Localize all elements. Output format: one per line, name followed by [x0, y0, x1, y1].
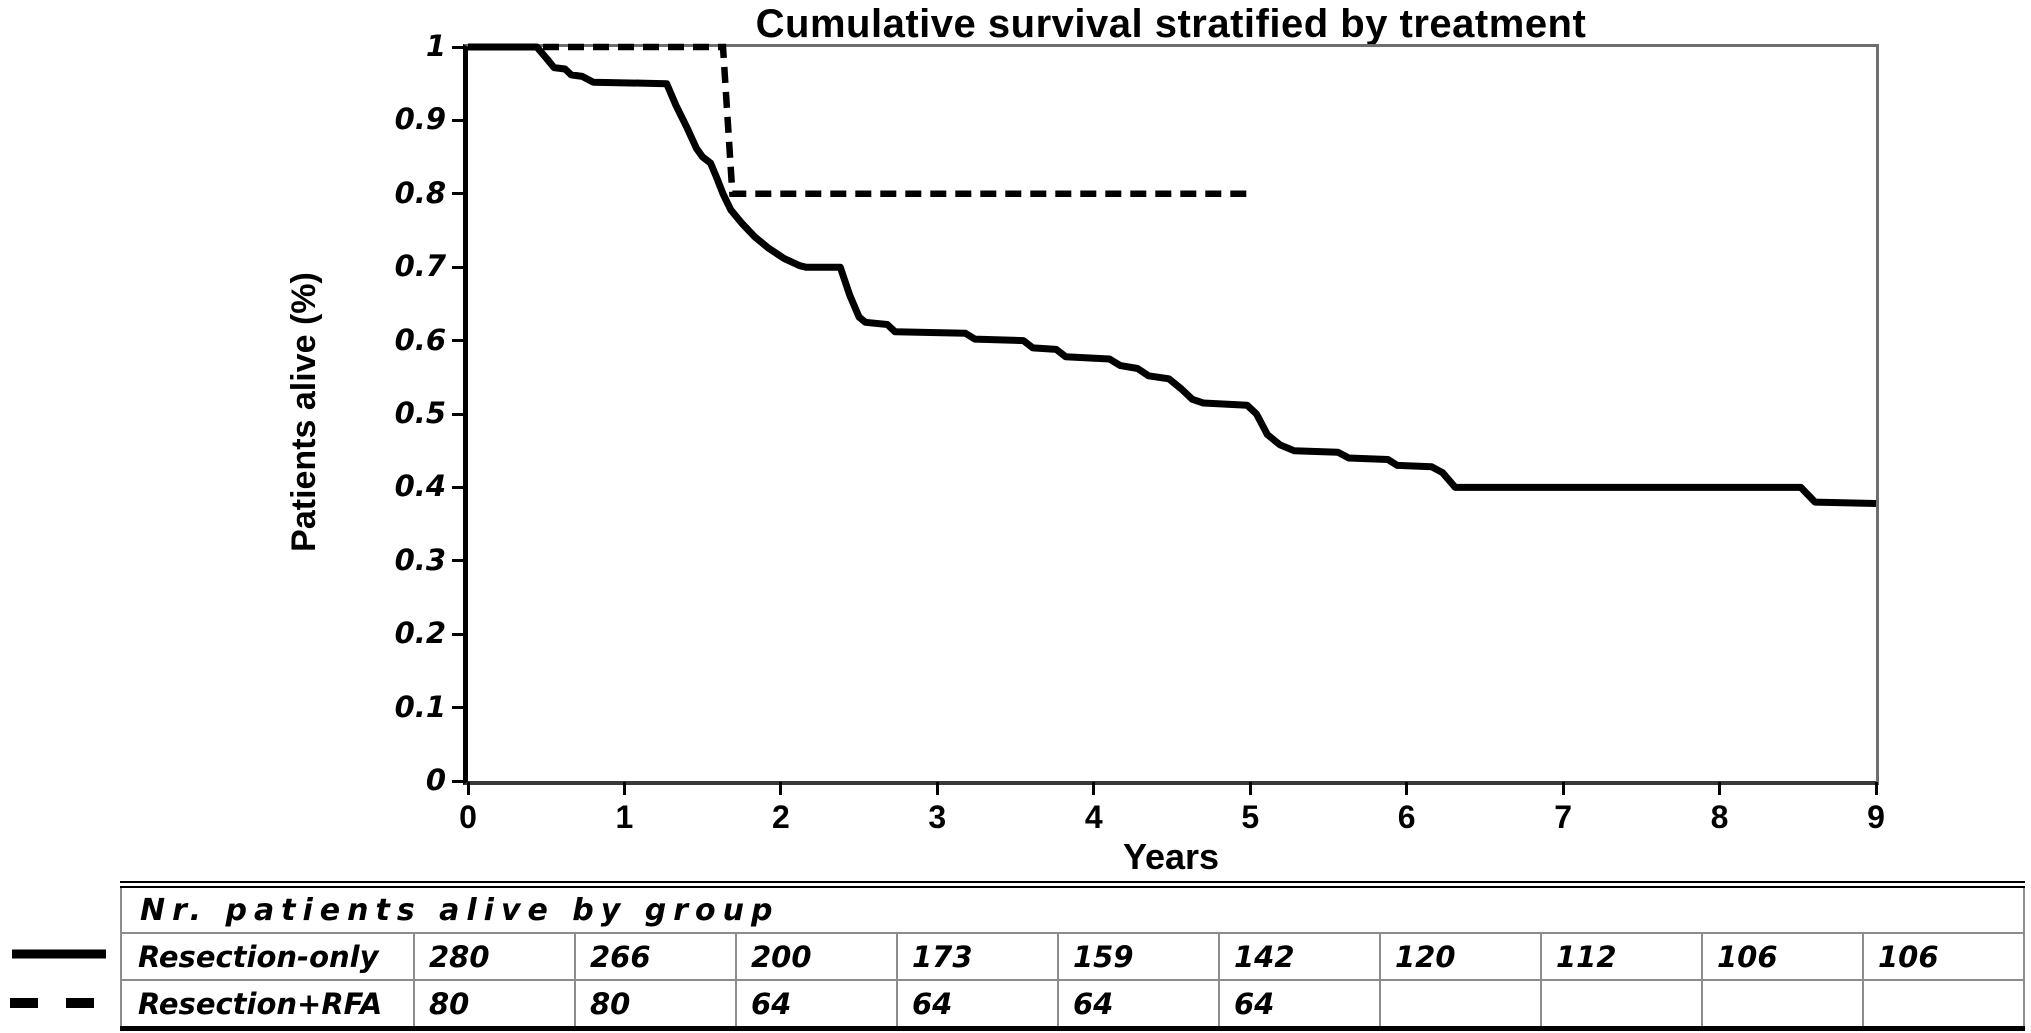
- y-tick-mark-0.4: [452, 485, 466, 489]
- y-tick-label-1: 1: [425, 29, 446, 63]
- x-tick-label-8: 8: [1710, 799, 1729, 835]
- risk-row-label: Resection+RFA: [120, 979, 415, 1031]
- y-tick-label-0.2: 0.2: [394, 616, 446, 651]
- risk-value-cell: 112: [1540, 932, 1703, 981]
- risk-table-row-resection-only: Resection-only 280 266 200 173 159 142 120 112 10…: [120, 932, 2026, 981]
- risk-table: Nr. patients alive by group Resection-on…: [119, 881, 2026, 1031]
- legend-dashed-line: [10, 998, 106, 1008]
- risk-value-cell: 106: [1861, 932, 2026, 981]
- curve-resection-rfa: [468, 43, 1248, 198]
- x-tick-label-9: 9: [1867, 799, 1885, 835]
- x-axis-title: Years: [1122, 836, 1220, 877]
- x-tick-mark-1: [622, 782, 626, 795]
- y-tick-mark-0.3: [452, 559, 466, 563]
- chart-title: Cumulative survival stratified by treatm…: [755, 2, 1587, 46]
- risk-table-header-row: Nr. patients alive by group: [119, 881, 2026, 934]
- y-tick-label-0: 0: [425, 763, 446, 797]
- plot-area: [463, 43, 1879, 785]
- x-tick-mark-8: [1718, 782, 1722, 795]
- y-tick-mark-0.7: [452, 265, 466, 269]
- y-tick-mark-0.2: [452, 632, 466, 636]
- risk-value-cell: [1701, 979, 1864, 1031]
- y-tick-mark-0.1: [452, 706, 466, 710]
- risk-value-cell: 80: [413, 979, 576, 1031]
- x-tick-label-4: 4: [1084, 799, 1103, 835]
- risk-value-cell: 64: [896, 979, 1059, 1031]
- y-tick-mark-0.9: [452, 118, 466, 122]
- x-tick-label-2: 2: [771, 799, 790, 835]
- x-tick-mark-5: [1248, 782, 1252, 795]
- y-tick-label-0.6: 0.6: [394, 322, 446, 357]
- y-tick-mark-0: [452, 779, 466, 783]
- risk-row-label: Resection-only: [120, 932, 415, 981]
- risk-value-cell: 200: [735, 932, 898, 981]
- x-tick-mark-4: [1092, 782, 1096, 795]
- risk-value-cell: [1861, 979, 2026, 1031]
- y-tick-label-0.8: 0.8: [394, 175, 446, 210]
- x-tick-mark-9: [1874, 782, 1878, 795]
- risk-value-cell: 173: [896, 932, 1059, 981]
- x-tick-mark-3: [935, 782, 939, 795]
- y-tick-mark-0.5: [452, 412, 466, 416]
- risk-value-cell: 120: [1379, 932, 1542, 981]
- risk-value-cell: [1379, 979, 1542, 1031]
- x-tick-mark-0: [466, 782, 470, 795]
- x-tick-mark-2: [779, 782, 783, 795]
- risk-table-header: Nr. patients alive by group: [119, 881, 2026, 934]
- x-tick-label-0: 0: [459, 799, 477, 835]
- y-tick-label-0.5: 0.5: [394, 396, 446, 430]
- risk-value-cell: 266: [574, 932, 737, 981]
- legend-solid-line: [12, 949, 106, 959]
- risk-value-cell: 280: [413, 932, 576, 981]
- x-tick-mark-7: [1561, 782, 1565, 795]
- y-tick-label-0.9: 0.9: [394, 102, 446, 137]
- y-tick-mark-0.6: [452, 339, 466, 343]
- curve-resection-only: [468, 43, 1877, 507]
- risk-value-cell: 64: [1057, 979, 1220, 1031]
- risk-value-cell: 142: [1218, 932, 1381, 981]
- x-tick-label-7: 7: [1554, 799, 1572, 835]
- risk-table-row-resection-rfa: Resection+RFA 80 80 64 64 64 64: [120, 979, 2026, 1031]
- x-tick-label-5: 5: [1241, 799, 1260, 835]
- risk-value-cell: 106: [1701, 932, 1864, 981]
- y-tick-label-0.3: 0.3: [394, 542, 446, 577]
- risk-value-cell: 64: [735, 979, 898, 1031]
- x-tick-label-3: 3: [928, 799, 947, 835]
- x-tick-mark-6: [1405, 782, 1409, 795]
- y-tick-mark-0.8: [452, 192, 466, 196]
- risk-value-cell: 159: [1057, 932, 1220, 981]
- y-tick-mark-1: [452, 45, 466, 49]
- y-tick-label-0.1: 0.1: [394, 689, 446, 724]
- x-tick-label-1: 1: [615, 799, 634, 835]
- risk-value-cell: 80: [574, 979, 737, 1031]
- risk-value-cell: 64: [1218, 979, 1381, 1031]
- risk-value-cell: [1540, 979, 1703, 1031]
- y-tick-label-0.7: 0.7: [394, 249, 446, 284]
- y-tick-label-0.4: 0.4: [394, 469, 446, 504]
- survival-curves: [468, 43, 1877, 507]
- x-tick-label-6: 6: [1397, 799, 1416, 835]
